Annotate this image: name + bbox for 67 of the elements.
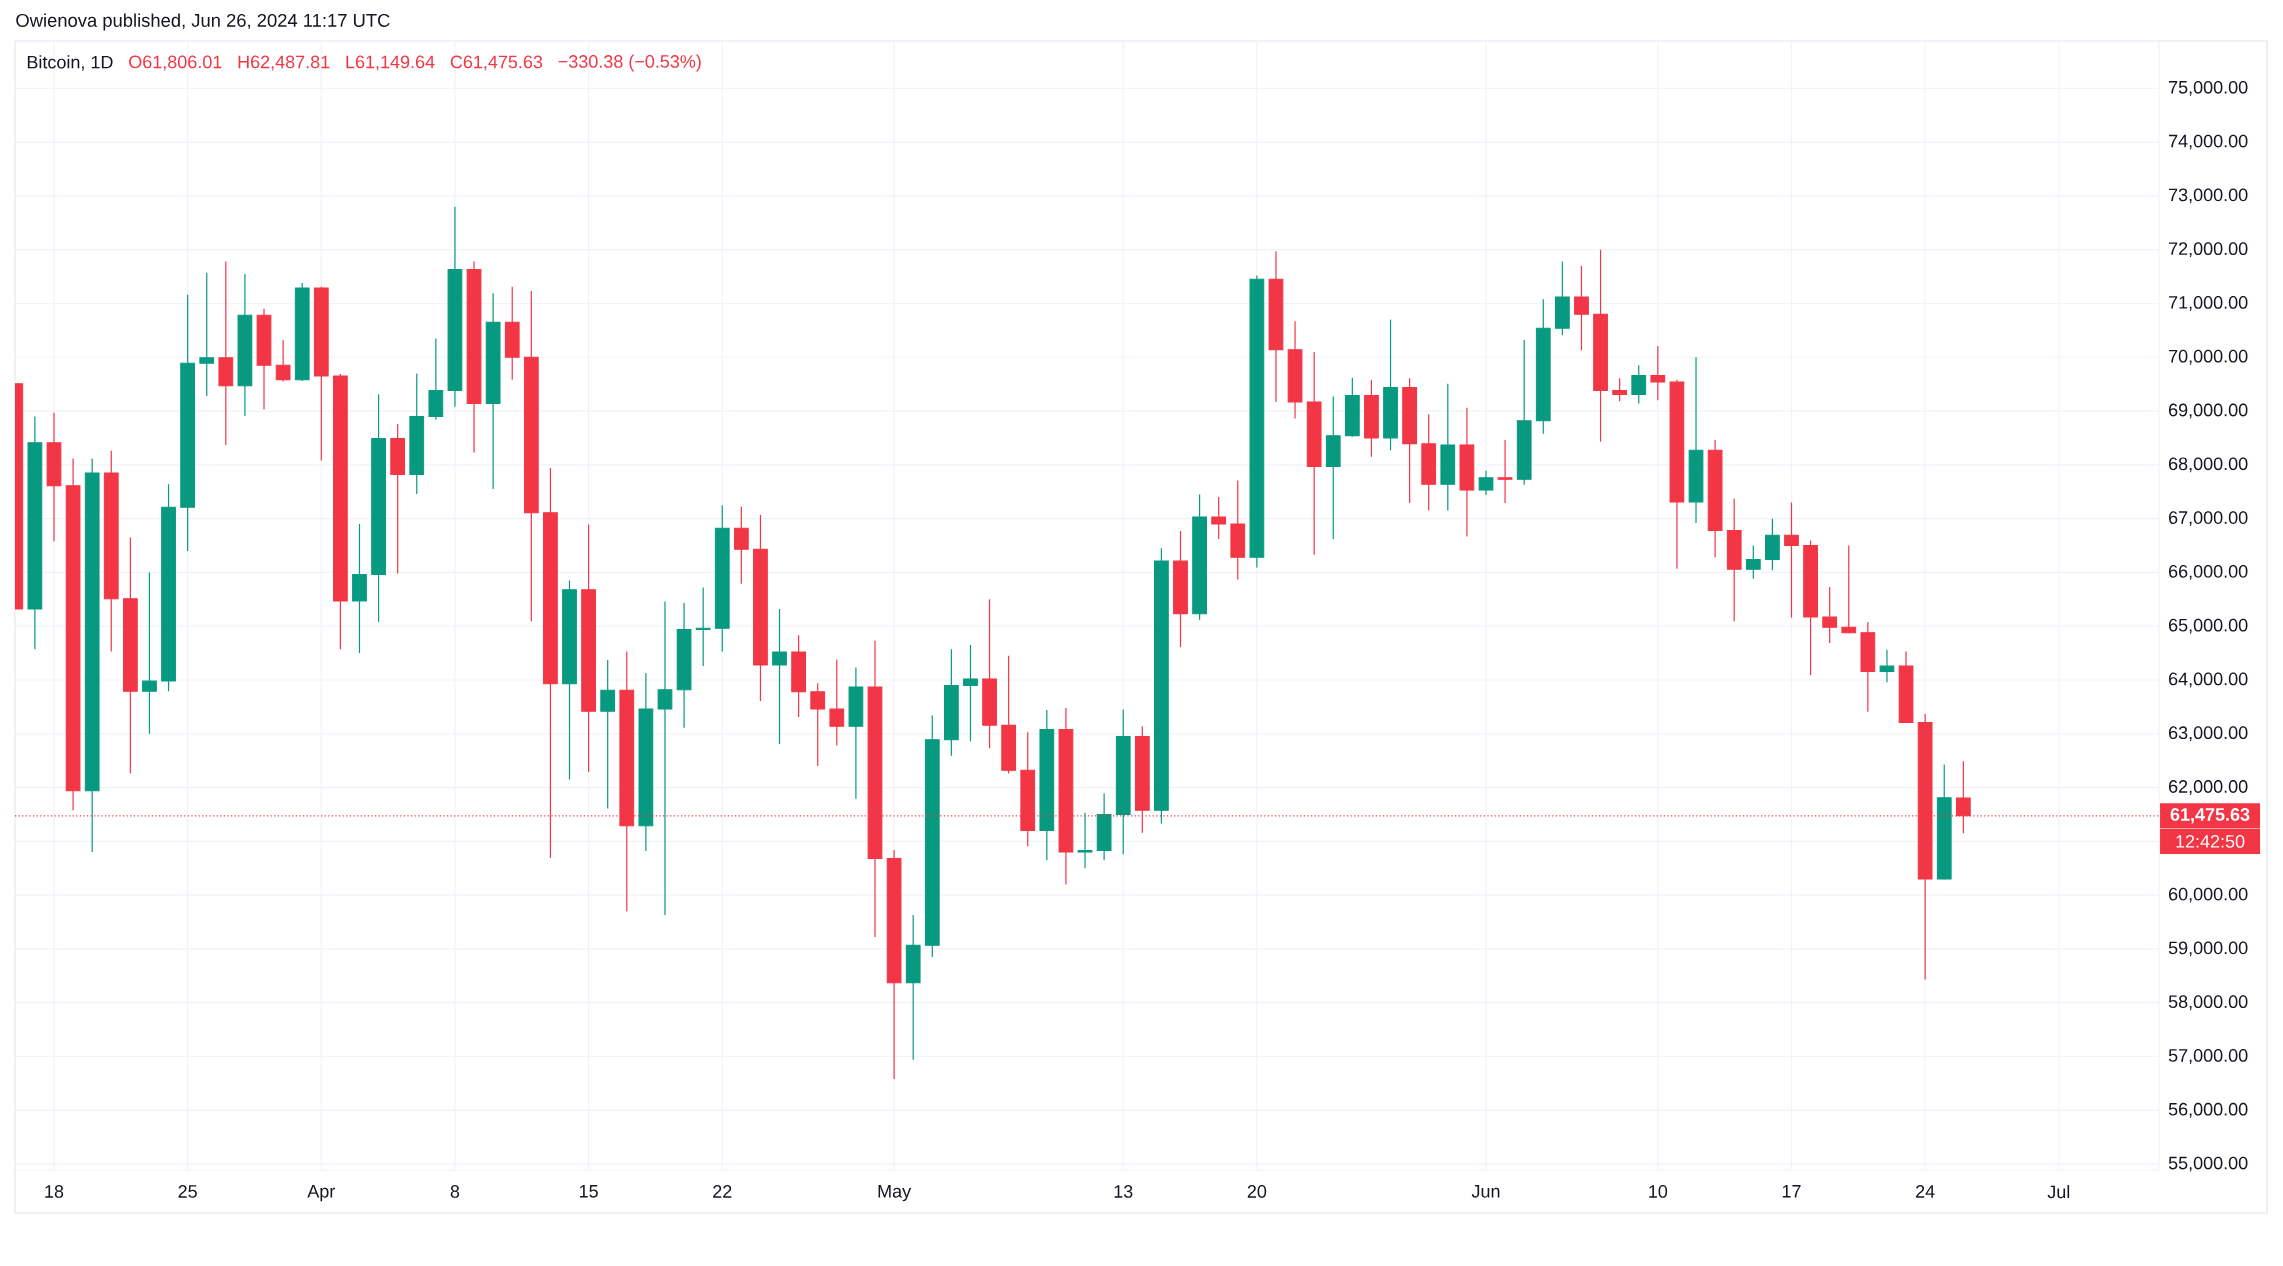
annotation: H62,487.81: [238, 55, 330, 71]
y-tick-label: 56,000.00: [2168, 1102, 2248, 1118]
candlestick: [1650, 345, 1666, 401]
y-tick-label: 71,000.00: [2169, 296, 2248, 311]
y-tick-label: 73,000.00: [2169, 188, 2248, 204]
candlestick: [1841, 544, 1857, 634]
y-tick-label: 68,000.00: [2169, 457, 2248, 473]
x-tick-label: Apr: [307, 1185, 336, 1202]
candlestick: [1497, 439, 1513, 504]
annotation: L61,149.64: [346, 55, 435, 71]
candlestick: [1612, 377, 1628, 402]
y-tick-label: 69,000.00: [2169, 403, 2248, 419]
candlestick: [657, 600, 673, 916]
x-tick-label: 13: [1114, 1185, 1133, 1198]
y-tick-label: 62,000.00: [2169, 780, 2248, 795]
y-tick-label: 63,000.00: [2169, 726, 2248, 742]
candlestick: [733, 506, 749, 585]
x-tick-label: 15: [579, 1185, 598, 1198]
x-tick-label: 24: [1916, 1185, 1935, 1198]
x-tick-label: 25: [178, 1185, 197, 1198]
x-tick-label: May: [878, 1185, 912, 1202]
candlestick: [963, 644, 978, 742]
text: Bitcoin, 1D: [27, 55, 113, 71]
x-tick-label: 18: [45, 1185, 64, 1198]
candlestick: [199, 272, 215, 397]
candlestick: [1822, 586, 1838, 644]
y-tick-label: 66,000.00: [2169, 564, 2248, 580]
candlestick: [142, 571, 157, 735]
x-tick-label: 8: [450, 1185, 460, 1198]
x-tick-label: 17: [1782, 1185, 1801, 1198]
candlestick: [1478, 470, 1494, 496]
annotation: O61,806.01: [129, 55, 222, 71]
y-tick-label: 72,000.00: [2169, 242, 2248, 258]
y-tick-label: 60,000.00: [2169, 887, 2248, 903]
y-tick-label: 64,000.00: [2169, 672, 2248, 688]
y-tick-label: 59,000.00: [2168, 941, 2248, 957]
candlestick: [1574, 265, 1589, 351]
candlestick: [1784, 501, 1799, 619]
text: Owienova published, Jun 26, 2024 11:17 UTC: [16, 13, 390, 31]
x-tick-label: 22: [713, 1185, 732, 1198]
y-tick-label: 57,000.00: [2168, 1049, 2248, 1064]
x-tick-label: 10: [1649, 1185, 1668, 1198]
text: 12:42:50: [2176, 834, 2245, 848]
ref-line-label: 61,475.63: [2170, 808, 2250, 824]
y-tick-label: 70,000.00: [2169, 349, 2248, 365]
y-tick-label: 75,000.00: [2169, 80, 2248, 96]
annotation: −330.38 (−0.53%): [558, 54, 701, 72]
candlestick: [1879, 649, 1895, 683]
x-tick-label: Jun: [1471, 1185, 1500, 1198]
candlestick: [695, 586, 711, 667]
x-tick-label: 20: [1247, 1185, 1267, 1198]
y-tick-label: 67,000.00: [2169, 511, 2248, 527]
y-tick-label: 55,000.00: [2168, 1156, 2248, 1172]
candlestick: [810, 682, 826, 767]
candlestick: [1211, 496, 1227, 540]
y-tick-label: 58,000.00: [2168, 995, 2248, 1011]
y-tick-label: 65,000.00: [2169, 618, 2248, 634]
x-tick-label: Jul: [2047, 1185, 2070, 1199]
candlestick: [275, 339, 291, 383]
candlestick: [600, 659, 616, 810]
y-tick-label: 74,000.00: [2169, 134, 2248, 150]
candlestick: [1745, 544, 1761, 580]
candlestick: [1077, 812, 1093, 869]
candlestick: [1631, 364, 1647, 405]
candlestick: [829, 658, 845, 747]
candlestick: [772, 608, 787, 745]
annotation: C61,475.63: [450, 55, 543, 71]
